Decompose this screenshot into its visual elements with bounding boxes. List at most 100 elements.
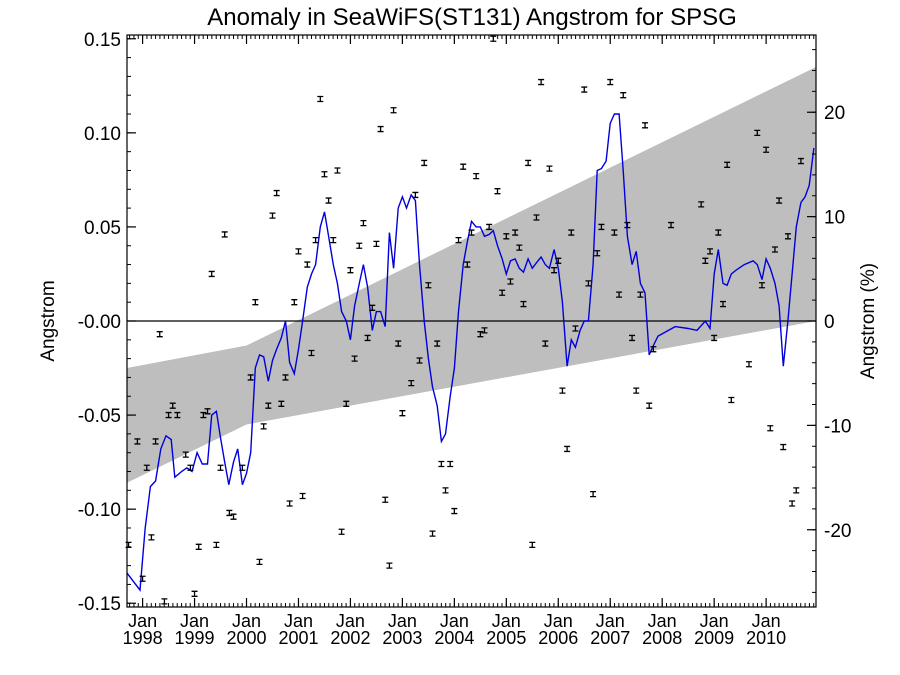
x-tick-month-label: Jan — [544, 611, 573, 631]
x-tick-month-label: Jan — [232, 611, 261, 631]
monthly-anomaly-point — [369, 304, 376, 311]
monthly-anomaly-point — [451, 507, 458, 515]
monthly-anomaly-point — [789, 500, 796, 507]
monthly-anomaly-point — [745, 361, 752, 368]
monthly-anomaly-point — [581, 86, 588, 93]
monthly-anomaly-point — [568, 229, 575, 236]
monthly-anomaly-point — [204, 408, 211, 415]
y2-tick-label: -20 — [824, 521, 851, 542]
monthly-anomaly-point — [291, 299, 298, 306]
x-tick-year-label: 2006 — [538, 628, 578, 648]
monthly-anomaly-point — [421, 159, 428, 167]
monthly-anomaly-point — [758, 282, 765, 289]
monthly-anomaly-point — [174, 411, 181, 419]
monthly-anomaly-point — [343, 400, 350, 407]
monthly-anomaly-point — [468, 229, 475, 236]
y2-tick-label: 0 — [824, 312, 835, 333]
monthly-anomaly-point — [143, 464, 150, 471]
monthly-anomaly-point — [629, 334, 636, 342]
x-tick-year-label: 2002 — [330, 628, 370, 648]
monthly-anomaly-point — [542, 340, 549, 347]
monthly-anomaly-point — [312, 236, 319, 244]
monthly-anomaly-point — [598, 223, 605, 231]
x-tick-year-label: 1998 — [123, 628, 163, 648]
monthly-anomaly-point — [780, 443, 787, 451]
monthly-anomaly-point — [698, 201, 705, 208]
x-tick-year-label: 2010 — [746, 628, 786, 648]
monthly-anomaly-point — [564, 445, 571, 453]
monthly-anomaly-point — [156, 331, 163, 338]
monthly-anomaly-point — [321, 171, 328, 178]
monthly-anomaly-point — [442, 487, 449, 494]
monthly-anomaly-point — [633, 387, 640, 394]
monthly-anomaly-point — [434, 340, 441, 347]
x-tick-month-label: Jan — [492, 611, 521, 631]
monthly-anomaly-point — [455, 236, 462, 244]
monthly-anomaly-point — [221, 231, 228, 238]
monthly-anomaly-point — [429, 530, 436, 537]
monthly-anomaly-point — [590, 490, 597, 498]
monthly-anomaly-point — [707, 248, 713, 255]
x-tick-month-label: Jan — [284, 611, 313, 631]
monthly-anomaly-point — [256, 558, 263, 565]
y-tick-label: 0.10 — [84, 124, 121, 145]
x-tick-year-label: 2008 — [642, 628, 682, 648]
monthly-anomaly-point — [399, 410, 406, 417]
monthly-anomaly-point — [217, 464, 224, 471]
monthly-anomaly-point — [165, 411, 172, 419]
monthly-anomaly-point — [408, 379, 415, 387]
monthly-anomaly-point — [624, 221, 631, 229]
y-tick-label: -0.00 — [78, 312, 121, 333]
monthly-anomaly-point — [334, 167, 341, 174]
monthly-anomaly-point — [356, 242, 363, 249]
monthly-anomaly-point — [525, 159, 532, 167]
monthly-anomaly-point — [390, 107, 397, 114]
monthly-anomaly-point — [382, 496, 389, 503]
monthly-anomaly-point — [416, 357, 423, 364]
monthly-anomaly-point — [317, 95, 324, 103]
monthly-anomaly-point — [412, 191, 419, 199]
monthly-anomaly-point — [260, 423, 267, 430]
monthly-anomaly-point — [538, 78, 545, 86]
x-tick-year-label: 2005 — [486, 628, 526, 648]
monthly-anomaly-point — [477, 331, 484, 338]
monthly-anomaly-point — [282, 374, 289, 381]
monthly-anomaly-point — [265, 402, 272, 409]
monthly-anomaly-point — [464, 261, 471, 268]
monthly-anomaly-point — [169, 402, 176, 409]
monthly-anomaly-point — [304, 261, 311, 268]
monthly-anomaly-point — [572, 325, 579, 332]
x-tick-month-label: Jan — [648, 611, 677, 631]
monthly-anomaly-point — [295, 248, 302, 255]
monthly-anomaly-point — [230, 513, 237, 520]
monthly-anomaly-point — [239, 464, 246, 471]
x-tick-month-label: Jan — [440, 611, 469, 631]
monthly-anomaly-point — [503, 233, 510, 240]
monthly-anomaly-point — [607, 78, 614, 86]
x-tick-month-label: Jan — [700, 611, 729, 631]
monthly-anomaly-point — [512, 229, 519, 236]
monthly-anomaly-point — [134, 438, 141, 445]
monthly-anomaly-point — [585, 280, 592, 287]
monthly-anomaly-point — [395, 340, 402, 347]
monthly-anomaly-point — [187, 464, 194, 471]
monthly-anomaly-point — [330, 236, 337, 244]
monthly-anomaly-point — [529, 541, 536, 549]
y-tick-label: 0.15 — [84, 30, 121, 51]
monthly-anomaly-point — [771, 246, 778, 253]
monthly-anomaly-point — [499, 289, 506, 296]
monthly-anomaly-point — [728, 396, 735, 404]
y2-tick-label: 20 — [824, 103, 845, 124]
x-tick-month-label: Jan — [128, 611, 157, 631]
monthly-anomaly-point — [611, 229, 618, 236]
monthly-anomaly-point — [724, 161, 731, 168]
x-tick-year-label: 2004 — [434, 628, 474, 648]
monthly-anomaly-point — [767, 425, 774, 432]
monthly-anomaly-point — [152, 438, 159, 445]
monthly-anomaly-point — [213, 541, 220, 549]
x-tick-year-label: 2007 — [590, 628, 630, 648]
y2-axis-label: Angstrom (%) — [858, 263, 879, 379]
y-tick-label: -0.05 — [78, 406, 121, 427]
